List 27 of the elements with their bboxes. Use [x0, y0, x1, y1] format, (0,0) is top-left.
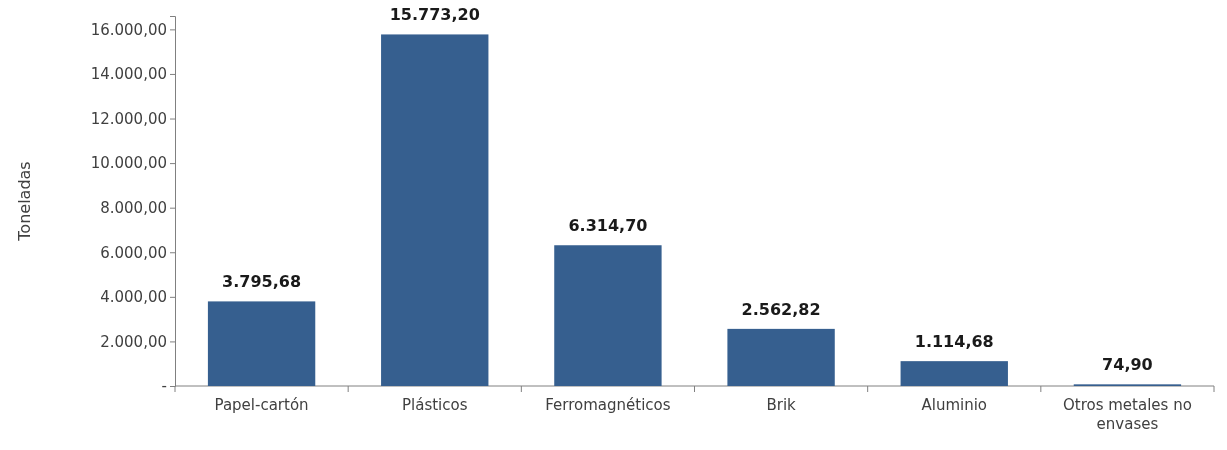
x-tick-label: Aluminio [921, 396, 988, 414]
x-tick-label: Plásticos [401, 396, 468, 414]
bar [900, 361, 1008, 386]
y-tick-label: 14.000,00 [90, 65, 167, 84]
bar [207, 301, 316, 386]
data-label: 74,90 [1102, 355, 1153, 375]
y-tick-label: - [161, 377, 167, 396]
y-tick-label: 4.000,00 [100, 288, 167, 307]
y-tick-label: 10.000,00 [90, 154, 167, 173]
data-label: 3.795,68 [222, 272, 302, 292]
bar [727, 328, 835, 386]
data-label: 1.114,68 [914, 332, 994, 352]
y-tick-label: 8.000,00 [100, 198, 167, 217]
x-tick-label: Ferromagnéticos [545, 396, 671, 414]
bar [381, 34, 489, 386]
y-axis-title: Toneladas [15, 161, 34, 242]
data-label: 2.562,82 [741, 299, 821, 319]
y-tick-label: 2.000,00 [100, 332, 167, 351]
x-tick-label: Papel-cartón [214, 396, 309, 414]
x-tick-label: Brik [766, 396, 797, 414]
bar [554, 245, 662, 386]
y-tick-label: 16.000,00 [90, 20, 167, 39]
data-label: 15.773,20 [389, 5, 480, 25]
data-label: 6.314,70 [568, 216, 648, 236]
y-tick-label: 12.000,00 [90, 109, 167, 128]
y-tick-label: 6.000,00 [100, 243, 167, 262]
x-tick-label: Otros metales no envases [1062, 396, 1192, 433]
